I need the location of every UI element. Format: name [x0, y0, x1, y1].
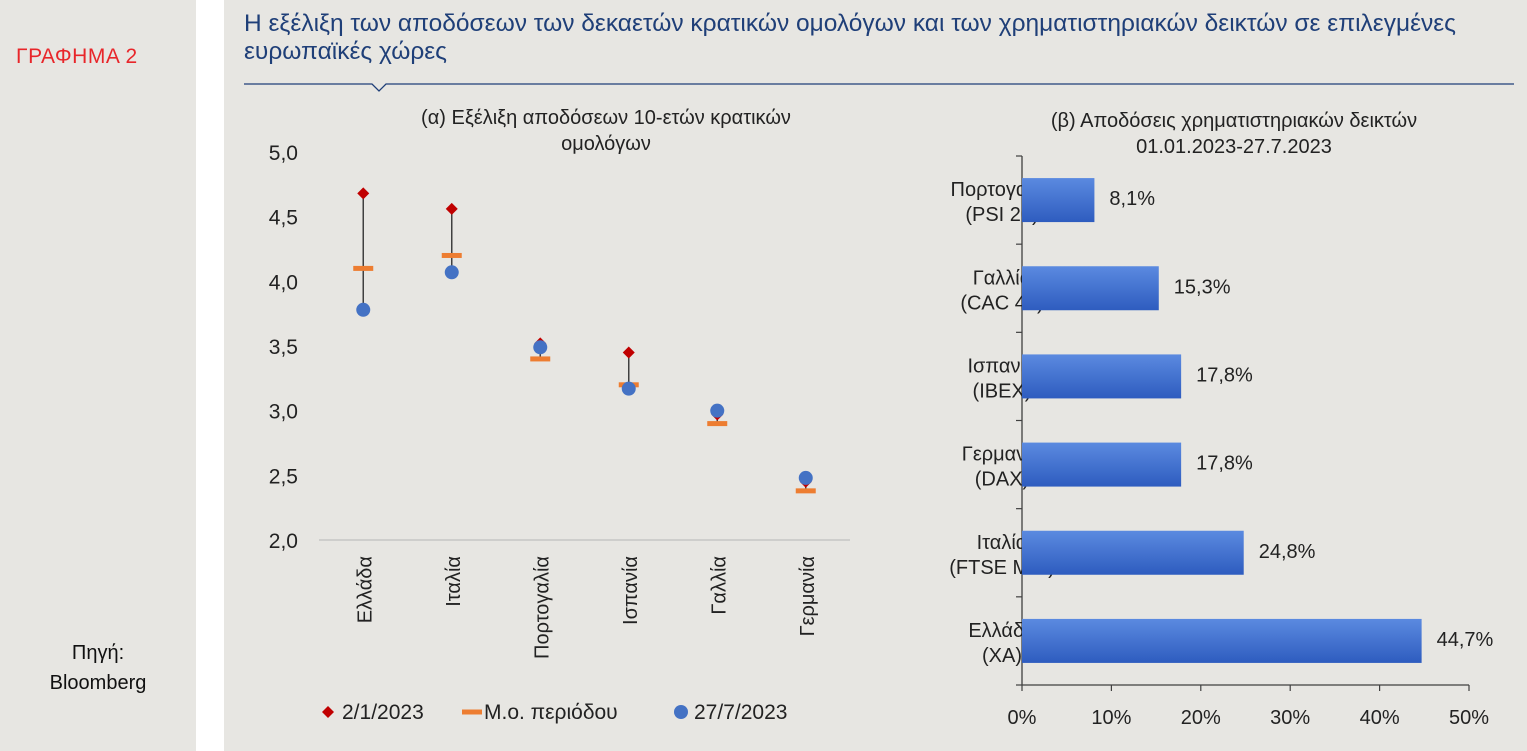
chart-a-title-line: ομολόγων [561, 133, 651, 155]
bar [1022, 618, 1422, 663]
bar [1022, 354, 1182, 399]
bar [1022, 178, 1095, 223]
y-tick-label: 2,5 [269, 465, 298, 488]
bar [1022, 442, 1182, 487]
point-jan-2023 [357, 187, 370, 200]
bar-category-label: (IBEX) [973, 380, 1032, 402]
bar-category-label: (ΧΑ) [982, 645, 1022, 667]
x-tick-label: Ελλάδα [354, 556, 376, 623]
x-tick-label: Πορτογαλία [531, 556, 553, 659]
bar-value-label: 17,8% [1196, 364, 1253, 386]
chart-a-title-line: (α) Εξέλιξη αποδόσεων 10-ετών κρατικών [421, 107, 791, 129]
x-tick-label: 30% [1270, 707, 1310, 729]
legend-label: Μ.ο. περιόδου [484, 701, 618, 724]
legend-dash-icon [462, 709, 482, 715]
bar-value-label: 8,1% [1109, 188, 1155, 210]
bar-value-label: 17,8% [1196, 453, 1253, 475]
bar-category-label: Γαλλία [973, 267, 1032, 289]
bar-value-label: 24,8% [1259, 541, 1316, 563]
chart-b-title-line: 01.01.2023-27.7.2023 [1136, 136, 1332, 158]
legend-diamond-icon [322, 706, 334, 718]
x-tick-label: Γαλλία [708, 556, 730, 615]
bond-yield-chart: (α) Εξέλιξη αποδόσεων 10-ετών κρατικών ομ… [269, 107, 850, 724]
bar-category-label: Ιταλία [977, 532, 1028, 554]
title-divider [244, 83, 1514, 92]
source-value: Bloomberg [49, 672, 147, 694]
bar-category-label: Ελλάδα [968, 620, 1035, 642]
chart-b-title-line: (β) Αποδόσεις χρηματιστηριακών δεικτών [1051, 110, 1417, 132]
point-period-average [795, 488, 816, 494]
x-tick-label: 0% [1008, 707, 1037, 729]
point-jul-2023 [621, 381, 636, 396]
bar-category-label: (DAX) [975, 469, 1029, 491]
legend-label: 2/1/2023 [342, 701, 424, 724]
point-period-average [530, 356, 551, 362]
page-title: Η εξέλιξη των αποδόσεων των δεκαετών κρα… [244, 10, 1456, 65]
point-jan-2023 [622, 346, 635, 359]
x-tick-label: Γερμανία [797, 556, 819, 636]
point-jan-2023 [445, 202, 458, 215]
x-tick-label: 20% [1181, 707, 1221, 729]
bar [1022, 266, 1159, 311]
x-tick-label: Ιταλία [443, 556, 465, 607]
y-tick-label: 2,0 [269, 530, 298, 553]
legend-circle-icon [674, 705, 688, 719]
x-tick-label: 10% [1091, 707, 1131, 729]
x-tick-label: 50% [1449, 707, 1489, 729]
x-tick-label: Ισπανία [620, 556, 642, 625]
point-jul-2023 [444, 265, 459, 280]
point-period-average [707, 421, 728, 427]
sidebar: ΓΡΑΦΗΜΑ 2 Πηγή: Bloomberg [0, 0, 196, 751]
legend-label: 27/7/2023 [694, 701, 787, 724]
x-tick-label: 40% [1360, 707, 1400, 729]
point-jul-2023 [356, 302, 371, 317]
point-period-average [353, 265, 374, 271]
bar-value-label: 44,7% [1437, 629, 1494, 651]
point-jul-2023 [533, 340, 548, 355]
bar [1022, 530, 1244, 575]
main-panel: Η εξέλιξη των αποδόσεων των δεκαετών κρα… [224, 0, 1527, 751]
bar-value-label: 15,3% [1174, 276, 1231, 298]
point-period-average [441, 252, 462, 258]
stock-index-chart: (β) Αποδόσεις χρηματιστηριακών δεικτών 01… [949, 110, 1494, 729]
figure-label: ΓΡΑΦΗΜΑ 2 [16, 45, 138, 68]
point-jul-2023 [710, 403, 725, 418]
y-tick-label: 4,5 [269, 207, 298, 230]
point-jul-2023 [798, 470, 813, 485]
bar-category-label: Ισπανία [968, 355, 1037, 377]
source-note: Πηγή: Bloomberg [0, 638, 196, 698]
y-tick-label: 4,0 [269, 271, 298, 294]
y-tick-label: 3,5 [269, 336, 298, 359]
y-tick-label: 3,0 [269, 401, 298, 424]
source-label: Πηγή: [71, 642, 125, 664]
bar-category-label: (PSI 20) [965, 204, 1038, 226]
y-tick-label: 5,0 [269, 142, 298, 165]
